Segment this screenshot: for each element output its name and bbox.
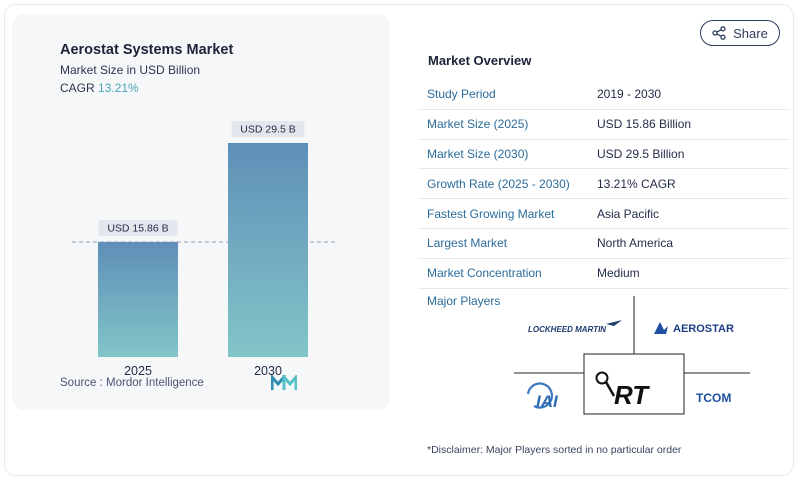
- chart-title: Aerostat Systems Market: [60, 42, 234, 58]
- overview-row: Fastest Growing Market Asia Pacific: [418, 199, 790, 229]
- cagr-label: CAGR: [60, 81, 95, 95]
- source-line: Source : Mordor Intelligence: [60, 377, 204, 389]
- overview-row: Market Size (2030) USD 29.5 Billion: [418, 140, 790, 170]
- chart-card: [12, 14, 390, 410]
- overview-value: Medium: [597, 266, 640, 281]
- tcom-text: TCOM: [696, 391, 731, 405]
- cagr-text: CAGR 13.21%: [60, 81, 139, 95]
- overview-value: North America: [597, 236, 674, 251]
- iai-text: IAI: [536, 392, 559, 411]
- disclaimer: *Disclaimer: Major Players sorted in no …: [427, 444, 682, 456]
- data-label-bg: [98, 219, 178, 236]
- source-label: Source :: [60, 377, 103, 389]
- data-label: USD 15.86 B: [107, 222, 168, 234]
- overview-value: USD 15.86 Billion: [597, 117, 692, 132]
- aerostar-mark-icon: [654, 322, 668, 334]
- bar-2025: [98, 241, 178, 357]
- iai-logo: IAI: [526, 382, 559, 411]
- major-players-label: Major Players: [427, 294, 501, 308]
- share-label: Share: [733, 25, 768, 41]
- overview-key: Study Period: [427, 87, 496, 102]
- bar-chart: USD 15.86 B 2025 USD 29.5 B 2030: [72, 121, 338, 378]
- bar-2030: [228, 143, 308, 357]
- overview-key: Market Size (2025): [427, 117, 529, 132]
- aerostar-logo: AEROSTAR: [654, 322, 734, 335]
- overview-row: Study Period 2019 - 2030: [418, 80, 790, 110]
- lockheed-martin-logo: LOCKHEED MARTIN: [528, 320, 622, 334]
- x-tick-label: 2030: [254, 364, 282, 378]
- overview-key: Largest Market: [427, 236, 508, 251]
- source-value: Mordor Intelligence: [106, 377, 204, 389]
- overview-key: Market Concentration: [427, 266, 542, 281]
- tcom-logo: TCOM: [696, 391, 731, 405]
- overview-key: Fastest Growing Market: [427, 206, 555, 221]
- data-label-bg: [231, 121, 305, 137]
- overview-title: Market Overview: [428, 53, 532, 68]
- chart-subtitle: Market Size in USD Billion: [60, 63, 201, 77]
- share-button[interactable]: Share: [700, 20, 780, 46]
- x-tick-label: 2025: [124, 364, 152, 378]
- overview-row: Market Concentration Medium: [418, 259, 790, 289]
- aerostar-text: AEROSTAR: [673, 323, 734, 335]
- iai-arc-icon: [526, 382, 553, 409]
- share-icon: [712, 26, 726, 40]
- lockheed-martin-text: LOCKHEED MARTIN: [528, 325, 606, 334]
- lockheed-star-icon: [606, 320, 622, 326]
- data-label: USD 29.5 B: [240, 124, 295, 136]
- overview-value: Asia Pacific: [597, 206, 660, 221]
- overview-value: 13.21% CAGR: [597, 176, 676, 191]
- overview-row: Market Size (2025) USD 15.86 Billion: [418, 110, 790, 140]
- cagr-value: 13.21%: [98, 81, 139, 95]
- overview-table: Study Period 2019 - 2030 Market Size (2025…: [418, 80, 790, 289]
- overview-key: Growth Rate (2025 - 2030): [427, 176, 570, 191]
- overview-key: Market Size (2030): [427, 146, 529, 161]
- rt-logo: RT: [595, 371, 650, 410]
- overview-value: 2019 - 2030: [597, 87, 662, 102]
- overview-row: Growth Rate (2025 - 2030) 13.21% CAGR: [418, 169, 790, 200]
- overview-value: USD 29.5 Billion: [597, 146, 685, 161]
- major-players-logos: LOCKHEED MARTIN AEROSTAR IAI RT TCOM: [514, 296, 750, 415]
- page-frame: [4, 4, 794, 476]
- rt-text: RT: [614, 380, 650, 410]
- overview-row: Largest Market North America: [418, 229, 790, 259]
- mordor-logo: [271, 375, 297, 390]
- rt-ring-icon: [595, 371, 609, 385]
